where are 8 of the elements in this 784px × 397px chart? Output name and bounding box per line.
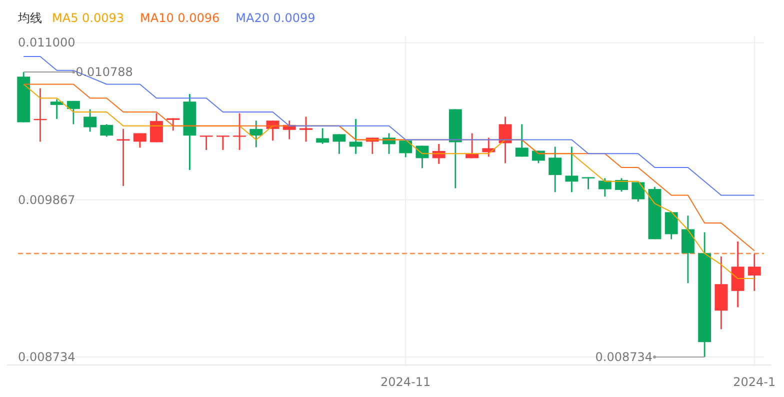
- annotation: 0.010788: [76, 65, 133, 80]
- legend: 均线 MA5 0.0093 MA10 0.0096 MA20 0.0099: [18, 11, 316, 25]
- y-tick-label: 0.009867: [18, 192, 76, 207]
- y-tick-label: 0.011000: [18, 36, 76, 50]
- x-tick-label: 2024-11: [380, 375, 431, 389]
- annotation: 0.008734: [595, 350, 653, 364]
- y-tick-label: 0.008734: [18, 350, 76, 364]
- x-tick-label: 2024-1: [733, 375, 776, 389]
